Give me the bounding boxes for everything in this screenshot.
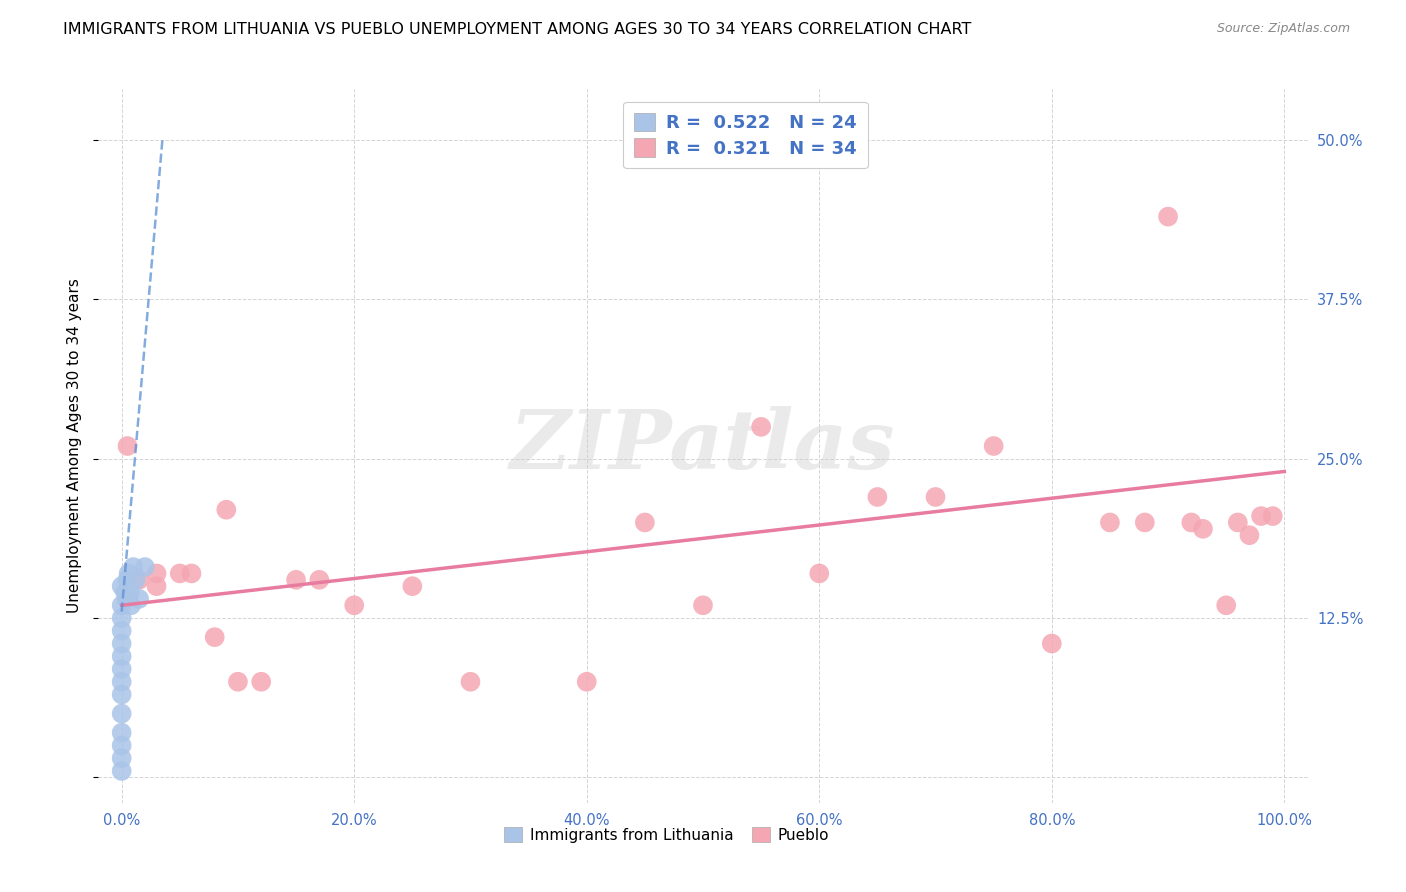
Point xyxy=(111,624,134,638)
Point xyxy=(128,591,150,606)
Point xyxy=(111,725,134,739)
Point xyxy=(401,579,423,593)
Point xyxy=(308,573,330,587)
Point xyxy=(1215,599,1237,613)
Point xyxy=(111,649,134,664)
Point xyxy=(749,420,772,434)
Text: IMMIGRANTS FROM LITHUANIA VS PUEBLO UNEMPLOYMENT AMONG AGES 30 TO 34 YEARS CORRE: IMMIGRANTS FROM LITHUANIA VS PUEBLO UNEM… xyxy=(63,22,972,37)
Point xyxy=(111,739,134,753)
Point xyxy=(866,490,889,504)
Point xyxy=(111,688,134,702)
Point xyxy=(285,573,308,587)
Point xyxy=(226,674,249,689)
Point xyxy=(120,599,142,613)
Point xyxy=(634,516,657,530)
Point xyxy=(111,636,134,650)
Point xyxy=(1250,509,1272,524)
Point xyxy=(343,599,366,613)
Y-axis label: Unemployment Among Ages 30 to 34 years: Unemployment Among Ages 30 to 34 years xyxy=(67,278,83,614)
Point xyxy=(1226,516,1249,530)
Point xyxy=(111,599,134,613)
Point xyxy=(1040,636,1063,650)
Point xyxy=(117,573,139,587)
Point xyxy=(460,674,482,689)
Text: ZIPatlas: ZIPatlas xyxy=(510,406,896,486)
Point xyxy=(204,630,226,644)
Point xyxy=(111,611,134,625)
Point xyxy=(124,573,146,587)
Point xyxy=(575,674,598,689)
Point xyxy=(111,751,134,765)
Point xyxy=(118,585,141,599)
Point xyxy=(215,502,238,516)
Point xyxy=(1133,516,1156,530)
Legend: Immigrants from Lithuania, Pueblo: Immigrants from Lithuania, Pueblo xyxy=(498,821,835,848)
Point xyxy=(145,579,167,593)
Point xyxy=(180,566,202,581)
Point xyxy=(111,662,134,676)
Point xyxy=(122,560,145,574)
Point xyxy=(1180,516,1202,530)
Point xyxy=(134,560,156,574)
Point xyxy=(145,566,167,581)
Point xyxy=(1157,210,1180,224)
Point xyxy=(118,566,141,581)
Point xyxy=(983,439,1005,453)
Text: Source: ZipAtlas.com: Source: ZipAtlas.com xyxy=(1216,22,1350,36)
Point xyxy=(808,566,831,581)
Point xyxy=(115,591,138,606)
Point xyxy=(111,579,134,593)
Point xyxy=(250,674,273,689)
Point xyxy=(692,599,714,613)
Point xyxy=(111,706,134,721)
Point xyxy=(924,490,946,504)
Point xyxy=(1261,509,1284,524)
Point xyxy=(111,764,134,778)
Point xyxy=(1192,522,1215,536)
Point xyxy=(169,566,191,581)
Point xyxy=(1239,528,1261,542)
Point xyxy=(1098,516,1121,530)
Point xyxy=(128,573,150,587)
Point xyxy=(111,674,134,689)
Point xyxy=(117,439,139,453)
Point xyxy=(114,585,136,599)
